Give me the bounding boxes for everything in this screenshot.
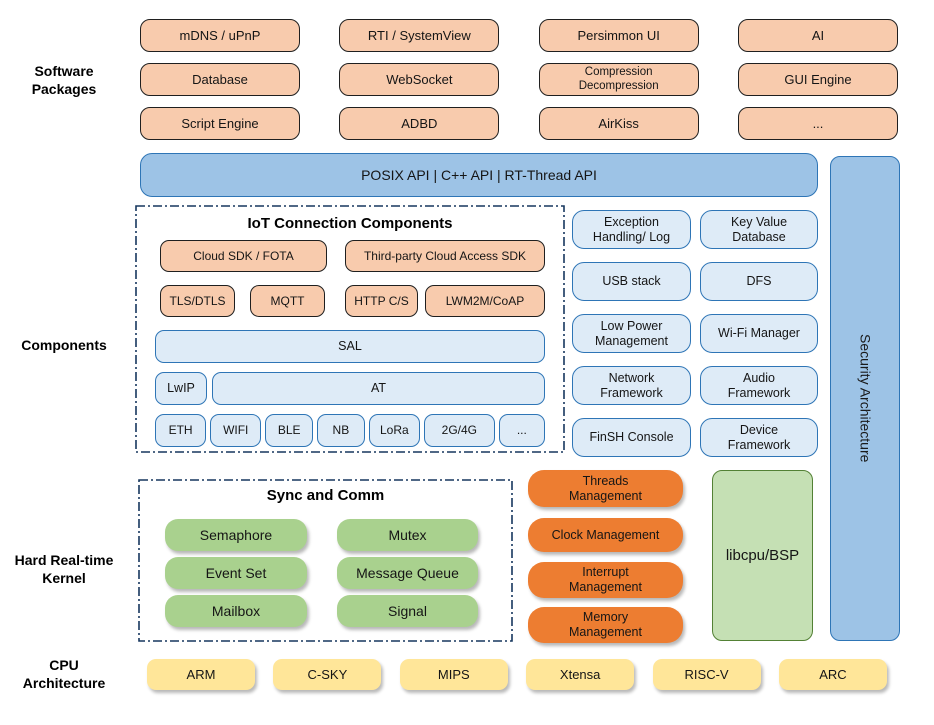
component-box: DFS (700, 262, 818, 301)
sync-box: Mutex (337, 519, 478, 551)
component-box: Exception Handling/ Log (572, 210, 691, 249)
section-label-components: Components (21, 337, 107, 353)
iot-cloud-sdk-box: Cloud SDK / FOTA (160, 240, 327, 272)
iot-lwip-box: LwIP (155, 372, 207, 405)
cpu-arch-box: C-SKY (273, 659, 382, 690)
iot-third-party-box: Third-party Cloud Access SDK (345, 240, 545, 272)
software-package-box: Script Engine (140, 107, 300, 140)
cpu-arch-box: Xtensa (526, 659, 635, 690)
component-box: FinSH Console (572, 418, 691, 457)
software-package-box: ... (737, 107, 898, 140)
sync-grid: Semaphore Mutex Event Set Message Queue … (165, 519, 478, 627)
software-package-box: WebSocket (339, 63, 500, 96)
security-architecture-bar: Security Architecture (830, 156, 900, 641)
component-box: Key Value Database (700, 210, 818, 249)
memory-management-box: Memory Management (528, 607, 683, 643)
component-box: Network Framework (572, 366, 691, 405)
security-architecture-label: Security Architecture (857, 334, 874, 463)
iot-link-box: BLE (265, 414, 314, 447)
iot-connection-components-panel: IoT Connection Components Cloud SDK / FO… (135, 205, 565, 453)
component-box: Device Framework (700, 418, 818, 457)
sync-box: Event Set (165, 557, 307, 589)
software-package-box: AirKiss (538, 107, 699, 140)
sync-box: Semaphore (165, 519, 307, 551)
system-components-grid: Exception Handling/ Log Key Value Databa… (572, 210, 818, 457)
software-package-box: AI (737, 19, 898, 52)
iot-link-box: ... (498, 414, 545, 447)
software-package-box: mDNS / uPnP (140, 19, 300, 52)
sync-box: Message Queue (337, 557, 478, 589)
iot-mqtt-box: MQTT (250, 285, 325, 317)
software-package-box: GUI Engine (737, 63, 898, 96)
section-label-software-packages: Software Packages (31, 63, 97, 98)
iot-http-box: HTTP C/S (345, 285, 418, 317)
section-label-cpu-architecture: CPU Architecture (22, 657, 106, 692)
sync-and-comm-panel: Sync and Comm Semaphore Mutex Event Set … (138, 479, 513, 642)
software-package-box: RTI / SystemView (339, 19, 500, 52)
iot-sal-box: SAL (155, 330, 545, 363)
iot-link-box: WIFI (210, 414, 262, 447)
cpu-arch-box: RISC-V (652, 659, 761, 690)
software-package-box: Persimmon UI (538, 19, 699, 52)
iot-lwm2m-box: LWM2M/CoAP (425, 285, 545, 317)
iot-at-box: AT (212, 372, 545, 405)
dashed-border (138, 479, 513, 642)
sync-panel-title: Sync and Comm (266, 487, 385, 504)
software-package-box: Compression Decompression (538, 63, 699, 96)
component-box: Wi-Fi Manager (700, 314, 818, 353)
cpu-arch-box: ARC (778, 659, 887, 690)
iot-link-layer-row: ETH WIFI BLE NB LoRa 2G/4G ... (155, 414, 545, 447)
iot-link-box: ETH (155, 414, 207, 447)
cpu-arch-box: ARM (147, 659, 255, 690)
iot-link-box: LoRa (368, 414, 420, 447)
clock-management-box: Clock Management (528, 518, 683, 552)
iot-panel-title: IoT Connection Components (247, 215, 453, 232)
software-package-box: ADBD (339, 107, 500, 140)
iot-link-box: NB (317, 414, 365, 447)
software-packages-grid: mDNS / uPnP RTI / SystemView Persimmon U… (140, 19, 898, 140)
iot-tls-box: TLS/DTLS (160, 285, 235, 317)
component-box: Audio Framework (700, 366, 818, 405)
section-label-kernel: Hard Real-time Kernel (14, 552, 114, 587)
component-box: USB stack (572, 262, 691, 301)
threads-management-box: Threads Management (528, 470, 683, 507)
sync-box: Signal (337, 595, 478, 627)
libcpu-bsp-box: libcpu/BSP (712, 470, 813, 641)
iot-link-box: 2G/4G (423, 414, 495, 447)
software-package-box: Database (140, 63, 300, 96)
dashed-border (135, 205, 565, 453)
cpu-arch-box: MIPS (399, 659, 508, 690)
sync-box: Mailbox (165, 595, 307, 627)
cpu-architecture-row: ARM C-SKY MIPS Xtensa RISC-V ARC (147, 659, 887, 690)
api-bar: POSIX API | C++ API | RT-Thread API (140, 153, 818, 197)
component-box: Low Power Management (572, 314, 691, 353)
interrupt-management-box: Interrupt Management (528, 562, 683, 598)
